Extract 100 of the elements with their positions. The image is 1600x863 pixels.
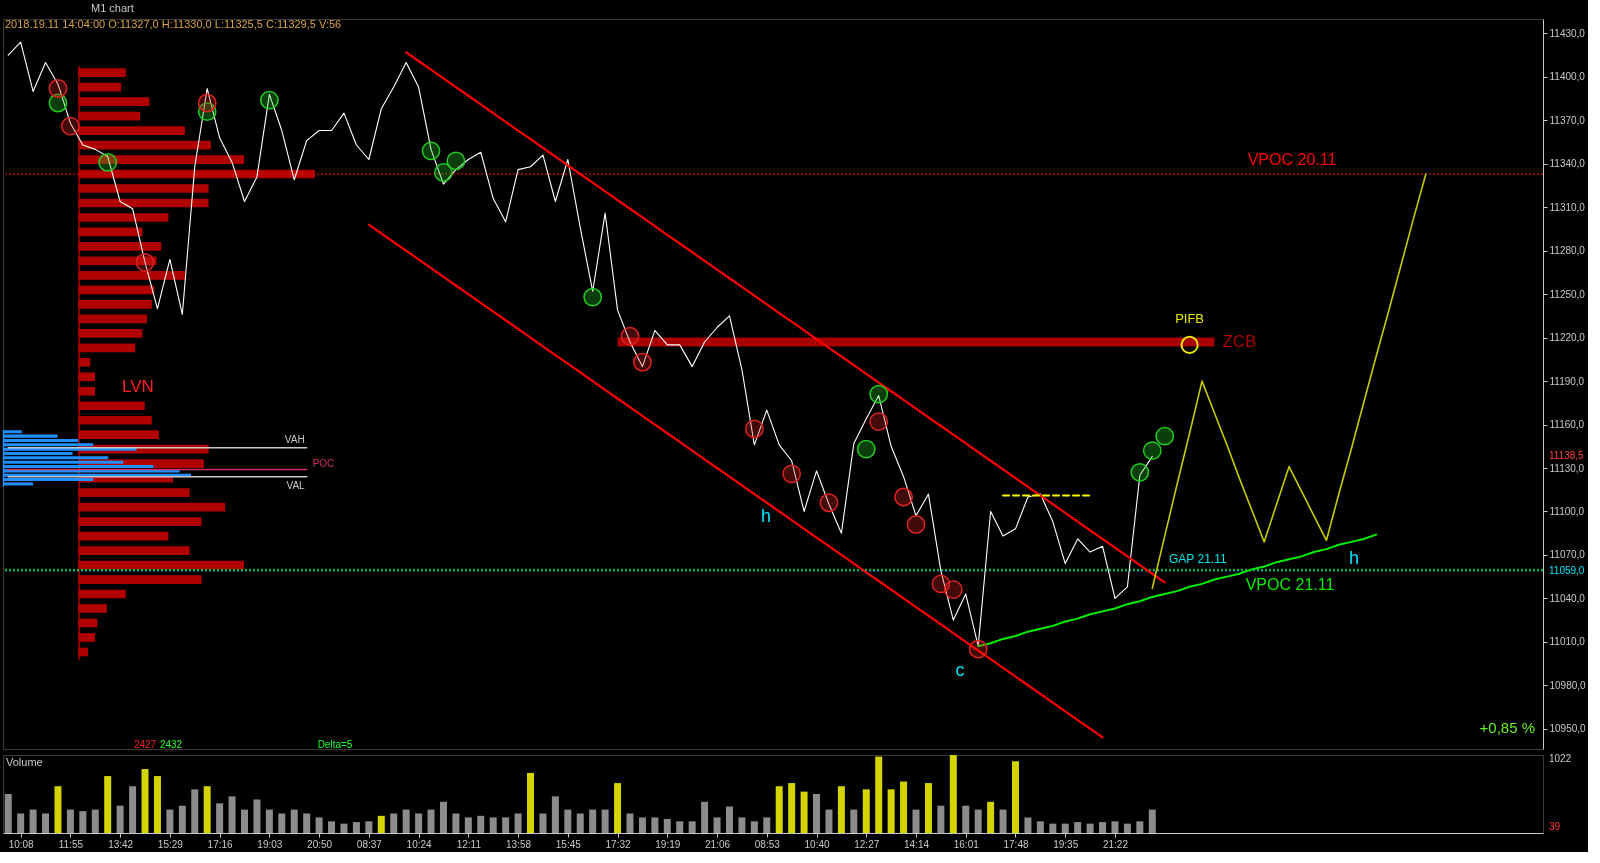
y-tick-label: 11430,0 [1549,27,1586,39]
bar [427,809,435,833]
bar [352,822,360,833]
point [894,487,913,507]
bar [116,805,124,833]
bar [1148,809,1156,833]
bar [788,783,796,833]
point [782,464,802,484]
point [869,384,889,404]
point [135,252,155,272]
x-tick-label: 15:29 [157,838,184,850]
x-tick-label: 10:40 [804,838,830,850]
y-tick-label: 11340,0 [1549,158,1586,170]
bar [1099,822,1107,833]
point [1142,441,1162,461]
bar [439,801,447,833]
bar [216,803,224,833]
point [197,93,217,113]
bar [91,809,99,833]
bar [303,813,311,833]
y-tick-label: 11160,0 [1549,419,1585,431]
x-tick-label: 19:19 [655,838,681,850]
y-tick-label: 11010,0 [1549,636,1586,648]
bar [576,813,584,833]
x-tick-label: 21:06 [705,838,731,850]
bar [253,799,261,833]
y-tick-label: 11040,0 [1549,592,1586,604]
ref-line-label: VPOC 20.11 [1247,150,1337,168]
bar [763,817,771,833]
bar [390,813,398,833]
series-label: VAH [284,433,305,445]
bar [1086,823,1094,833]
bar [1061,823,1069,833]
x-tick-label: 19:35 [1053,838,1079,850]
bar [912,809,920,833]
bar [688,821,696,833]
bar [17,813,25,833]
x-tick-label: 17:48 [1003,838,1029,850]
x-tick-label: 17:32 [605,838,631,850]
bar [1123,823,1131,833]
point [856,439,876,459]
annotation: 2018.19.11 14:04:00 O:11327,0 H:11330,0 L:11325,5 C:11329,5 V:56 [5,18,342,30]
text: 1022 [1549,753,1572,764]
bar [315,817,323,833]
annotation: h [760,506,772,526]
bar [489,817,497,833]
point [1130,462,1150,482]
y-tick-label: 10950,0 [1549,723,1587,735]
bar [539,813,547,833]
bar [42,813,50,833]
bar [725,806,733,833]
series-label: ZCB [1222,332,1257,351]
bar [178,805,186,833]
bar [79,811,87,833]
text: 39 [1549,821,1561,832]
bar [862,789,870,833]
x-tick-label: 12:11 [456,838,482,850]
x-tick-label: 15:45 [555,838,582,850]
x-tick-label: 19:03 [257,838,283,850]
bar [589,809,597,833]
y-tick-label: 11070,0 [1549,549,1586,561]
text: 11059,0 [1549,565,1585,576]
bar [775,786,783,833]
bar [514,813,522,833]
bar [1036,821,1044,833]
ref-line-label: VPOC 21.11 [1245,576,1335,594]
ref-line-label: GAP 21.11 [1169,551,1227,566]
annotation: 2432 [159,739,183,750]
point [620,326,640,346]
annotation: +0,85 % [1479,719,1535,736]
bar [278,813,286,833]
bar [290,809,298,833]
y-tick-label: 10980,0 [1549,679,1587,691]
bar [265,809,273,833]
series-label: VAL [286,479,306,491]
point [259,90,279,110]
bar [663,818,671,833]
bar [328,821,336,833]
bar [452,813,460,833]
bar [203,786,211,833]
bar [813,794,821,833]
bar [949,755,957,833]
bar [527,772,535,833]
point [98,153,118,172]
bar [601,809,609,833]
bar [402,809,410,833]
point [421,141,441,161]
bar [1111,821,1119,833]
bar [974,809,982,833]
y-tick-label: 11190,0 [1549,375,1585,387]
bar [464,817,472,833]
bar [924,783,932,833]
line-series [367,223,1104,739]
bar [54,786,62,833]
bar [999,809,1007,833]
point [1155,426,1175,446]
bar [241,809,248,833]
bar [887,789,895,833]
bar [987,801,995,833]
point [60,116,80,136]
